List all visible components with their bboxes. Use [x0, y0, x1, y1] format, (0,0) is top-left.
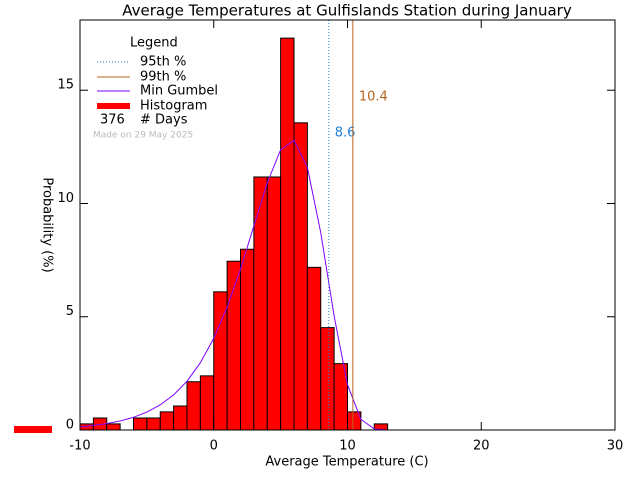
legend-label: 99th % — [140, 70, 186, 85]
legend-swatch — [97, 103, 130, 109]
y-tick-label: 0 — [66, 418, 74, 433]
gumbel-curve — [79, 139, 388, 431]
legend-label: Histogram — [140, 99, 207, 114]
x-tick-label: 30 — [607, 439, 624, 454]
histogram-bar — [133, 417, 148, 431]
y-tick-label: 5 — [66, 304, 74, 319]
x-tick-label: 10 — [339, 439, 356, 454]
histogram-bar — [280, 37, 295, 431]
x-tick-label: -10 — [69, 439, 90, 454]
chart-title: Average Temperatures at Gulfislands Stat… — [122, 2, 572, 20]
x-axis-label: Average Temperature (C) — [265, 455, 428, 470]
days-count: 376 — [100, 113, 125, 128]
histogram-bar — [173, 405, 188, 431]
y-axis-label: Probability (%) — [40, 177, 55, 272]
percentile-label: 8.6 — [335, 126, 356, 141]
histogram-bar — [199, 375, 215, 431]
legend-label: 95th % — [140, 55, 186, 70]
y-tick-label: 15 — [57, 78, 74, 93]
histogram-bar — [106, 423, 121, 431]
percentile-label: 10.4 — [359, 90, 388, 105]
legend-label: Min Gumbel — [140, 84, 218, 99]
note: Made on 29 May 2025 — [93, 131, 193, 141]
histogram-bar — [186, 381, 201, 431]
histogram-bar — [146, 417, 161, 431]
x-tick-label: 0 — [210, 439, 218, 454]
histogram-bar — [226, 260, 241, 431]
y-tick-label: 10 — [57, 191, 74, 206]
histogram-bar — [240, 248, 255, 431]
histogram-bar — [320, 327, 335, 431]
overflow-bar — [14, 426, 52, 433]
days-label: # Days — [140, 113, 188, 128]
histogram-bar — [159, 411, 175, 431]
plot-area — [79, 37, 389, 431]
histogram-bar — [266, 176, 282, 431]
histogram-bar — [293, 122, 308, 431]
histogram-bar — [306, 266, 322, 431]
x-tick-label: 20 — [473, 439, 490, 454]
legend-title: Legend — [130, 36, 178, 51]
histogram-bar — [253, 176, 268, 431]
